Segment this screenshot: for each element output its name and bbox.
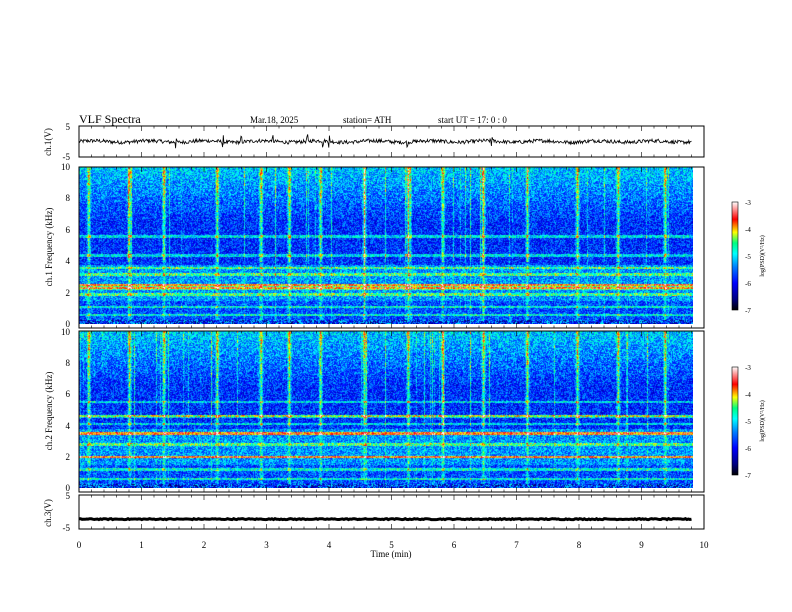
ch1-ytick-10: 10 (61, 162, 71, 172)
ch1-ytick-top: 5 (66, 122, 71, 132)
ch1-cbar-tick-m3: -3 (745, 199, 751, 207)
ch2-colorbar-label: log(PSD)(V²/Hz) (759, 400, 766, 441)
ch1-ytick-2: 2 (66, 288, 71, 298)
ch1-cbar-tick-m7: -7 (745, 307, 751, 315)
ch2-ytick-2: 2 (66, 452, 71, 462)
ch3-ytick-top: 5 (66, 491, 71, 501)
x-tick-label-0: 0 (77, 540, 82, 550)
date-label: Mar.18, 2025 (250, 115, 299, 125)
ch2-ytick-4: 4 (66, 421, 71, 431)
ch2-ytick-0: 0 (66, 483, 71, 493)
ch1-spectrogram-panel: 10 8 6 4 2 0 ch.1 Frequency (kHz) -3 -4 … (44, 162, 766, 329)
ch3-waveform-panel: 5 -5 ch.3(V) 0 1 2 3 4 5 6 7 8 9 10 Time (min) (43, 491, 709, 559)
ch2-cbar-tick-m4: -4 (745, 391, 751, 399)
ch1-waveform-ylabel: ch.1(V) (43, 128, 53, 156)
ch2-spectrogram-ylabel: ch.2 Frequency (kHz) (44, 372, 54, 451)
start-time-label: start UT = 17: 0 : 0 (438, 115, 507, 125)
ch1-ytick-4: 4 (66, 256, 71, 266)
ch1-cbar-tick-m4: -4 (745, 226, 751, 234)
ch1-cbar-tick-m5: -5 (745, 253, 751, 261)
ch1-cbar-tick-m6: -6 (745, 280, 751, 288)
x-tick-label-6: 6 (452, 540, 457, 550)
ch2-ytick-10: 10 (61, 327, 71, 337)
ch1-ytick-6: 6 (66, 225, 71, 235)
x-tick-label-8: 8 (577, 540, 582, 550)
ch2-spectrogram-image (79, 331, 693, 488)
x-axis-label: Time (min) (371, 549, 412, 559)
x-tick-label-3: 3 (264, 540, 269, 550)
ch3-waveform-ylabel: ch.3(V) (43, 499, 53, 527)
x-tick-labels: 0 1 2 3 4 5 6 7 8 9 10 (77, 540, 709, 550)
ch3-waveform-trace (79, 516, 692, 522)
ch2-cbar-tick-m5: -5 (745, 418, 751, 426)
ch1-ytick-bottom: -5 (63, 152, 71, 162)
ch1-waveform-trace (78, 134, 692, 149)
ch1-ytick-8: 8 (66, 193, 71, 203)
ch2-colorbar (731, 366, 739, 476)
ch3-waveform-frame (78, 494, 705, 530)
ch2-ytick-8: 8 (66, 358, 71, 368)
ch1-spectrogram-image (79, 167, 693, 324)
figure-title: VLF Spectra (79, 112, 141, 126)
ch1-colorbar-label: log(PSD)(V²/Hz) (759, 235, 766, 276)
ch2-cbar-tick-m6: -6 (745, 445, 751, 453)
ch1-spectrogram-ylabel: ch.1 Frequency (kHz) (44, 208, 54, 287)
x-tick-label-4: 4 (327, 540, 332, 550)
station-label: station= ATH (343, 115, 392, 125)
x-tick-label-5: 5 (389, 540, 394, 550)
ch1-waveform-panel: 5 -5 ch.1(V) (43, 122, 705, 162)
axis-tick-marks (78, 126, 705, 529)
ch1-ytick-0: 0 (66, 319, 71, 329)
x-tick-label-10: 10 (700, 540, 710, 550)
ch1-colorbar (731, 201, 739, 311)
x-tick-label-2: 2 (202, 540, 207, 550)
ch2-cbar-tick-m7: -7 (745, 472, 751, 480)
x-tick-label-9: 9 (639, 540, 644, 550)
ch2-cbar-tick-m3: -3 (745, 364, 751, 372)
ch2-ytick-6: 6 (66, 389, 71, 399)
ch3-ytick-bottom: -5 (63, 523, 71, 533)
x-tick-label-1: 1 (139, 540, 144, 550)
ch2-spectrogram-panel: 10 8 6 4 2 0 ch.2 Frequency (kHz) -3 -4 … (44, 327, 766, 493)
x-tick-label-7: 7 (514, 540, 519, 550)
